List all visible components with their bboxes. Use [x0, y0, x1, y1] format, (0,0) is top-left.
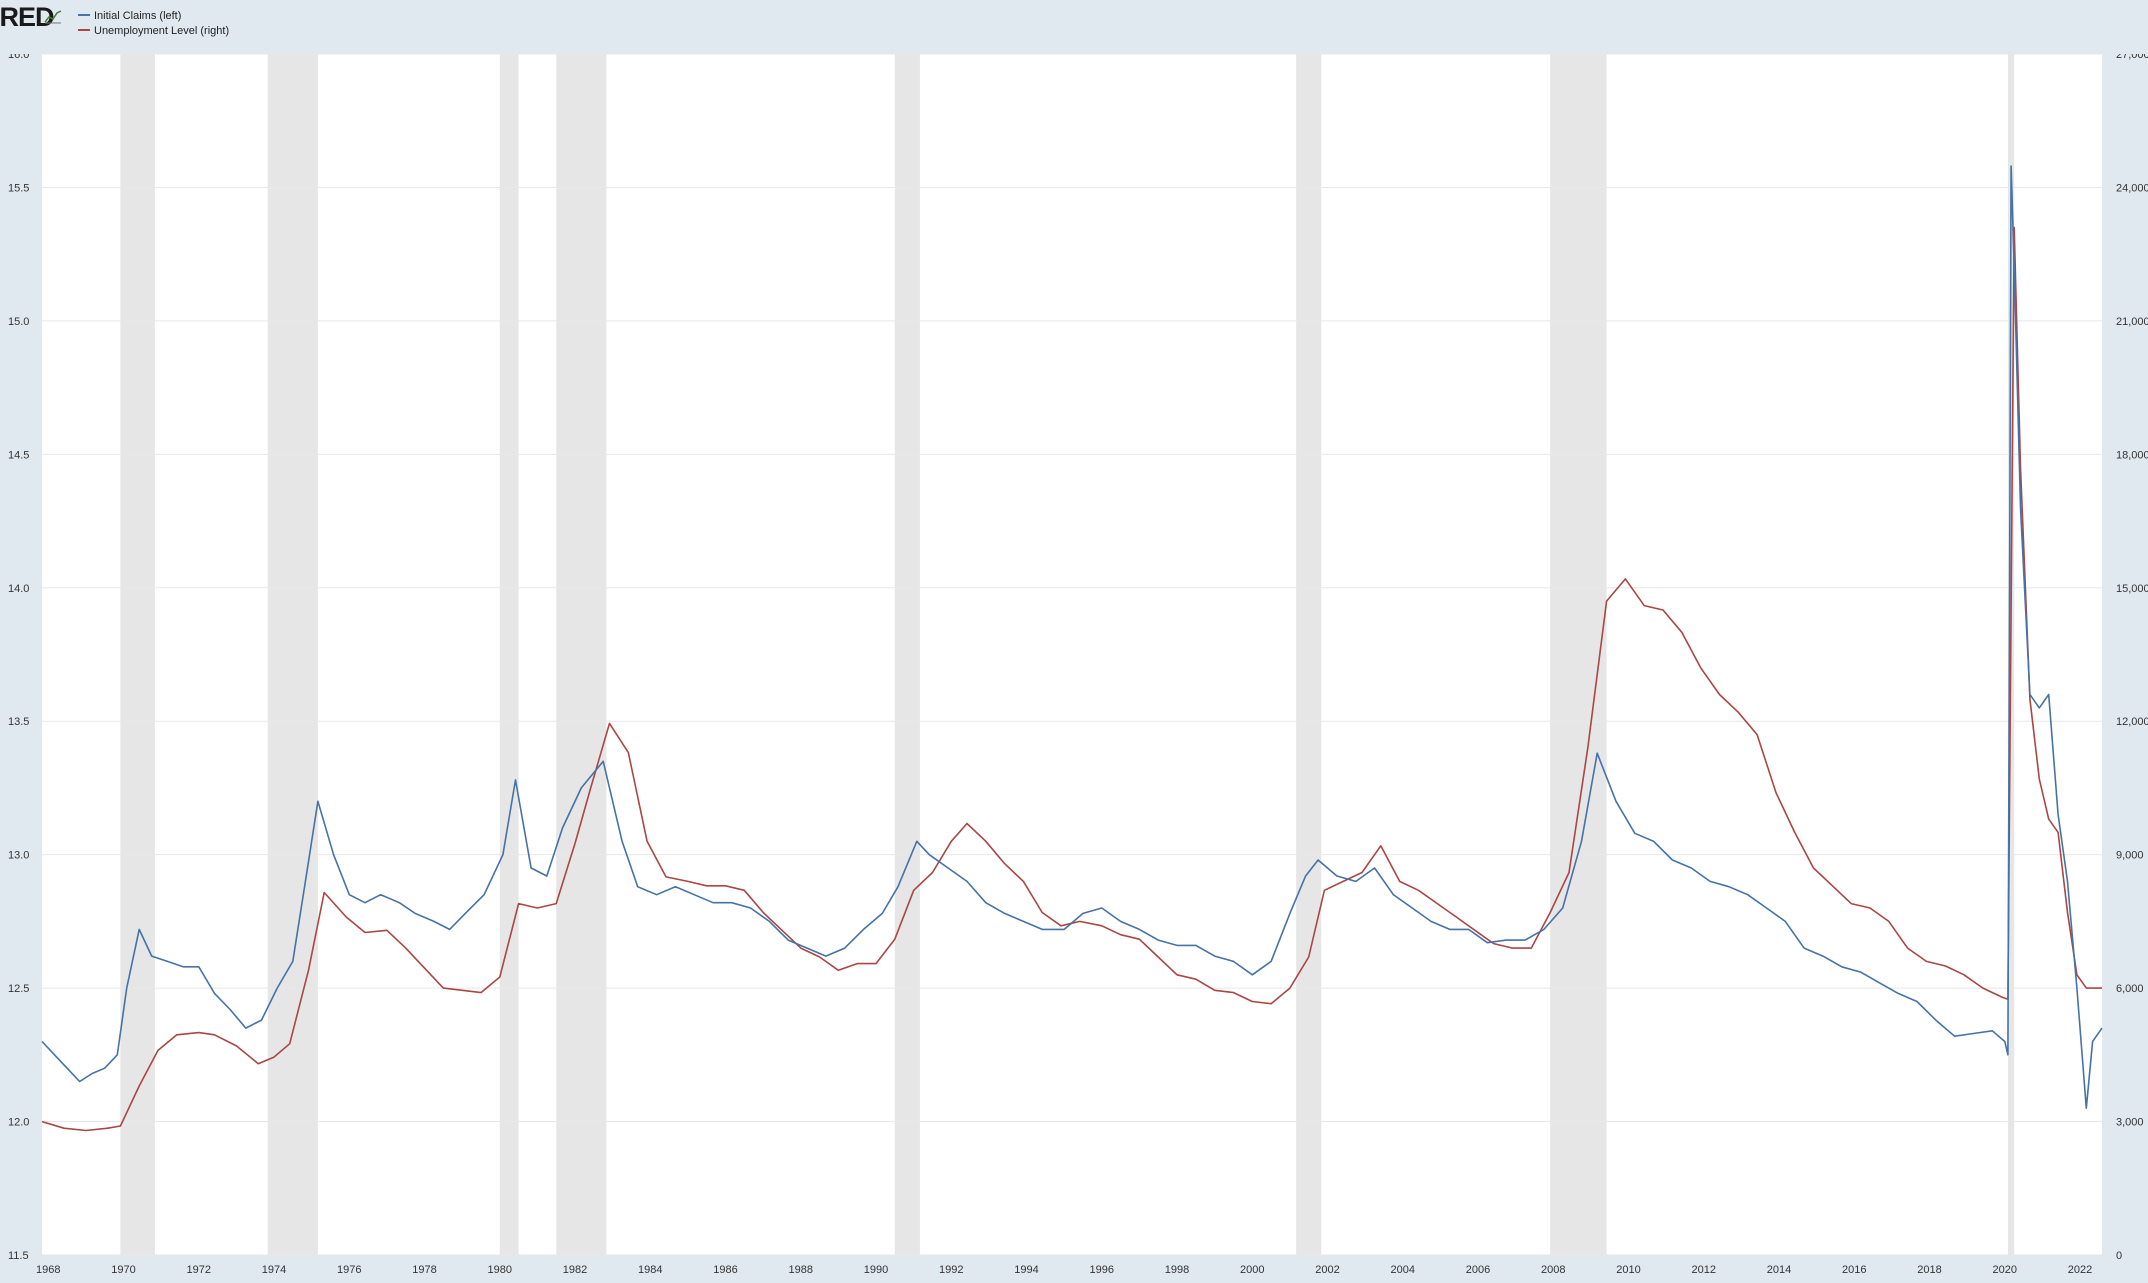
right-y-tick-label: 24,000: [2116, 182, 2148, 194]
x-tick-label: 1980: [488, 1264, 512, 1276]
series-line-initial-claims[interactable]: [41, 165, 2103, 1109]
x-tick-label: 1992: [939, 1264, 963, 1276]
logo-text: FRED: [0, 2, 54, 32]
x-tick-label: 2010: [1616, 1264, 1640, 1276]
x-tick-label: 2006: [1466, 1264, 1490, 1276]
x-tick-label: 1976: [337, 1264, 361, 1276]
recession-band: [499, 54, 519, 1255]
recession-band: [1550, 54, 1607, 1255]
x-tick-label: 2008: [1541, 1264, 1565, 1276]
legend-swatch-unemployment-level: [78, 29, 90, 32]
left-y-axis: 11.5 12.0 12.5 13.0 13.5 14.0 14.5 15.0 15.5 16.0: [8, 54, 29, 1262]
x-axis: 1968 1970 1972 1974 1976 1978 1980 1982 1984 1986…: [36, 1264, 2092, 1276]
x-tick-label: 1972: [187, 1264, 211, 1276]
left-y-tick-label: 15.0: [8, 316, 29, 328]
right-y-tick-label: 6,000: [2116, 983, 2144, 995]
x-tick-label: 2022: [2068, 1264, 2092, 1276]
legend-label-unemployment-level: Unemployment Level (right): [94, 25, 230, 37]
recession-band: [267, 54, 318, 1255]
right-y-tick-label: 27,000: [2116, 54, 2148, 61]
x-tick-label: 2002: [1315, 1264, 1339, 1276]
x-tick-label: 2016: [1842, 1264, 1866, 1276]
right-y-tick-label: 3,000: [2116, 1117, 2144, 1129]
x-tick-label: 2000: [1240, 1264, 1264, 1276]
x-tick-label: 1968: [36, 1264, 60, 1276]
legend-item-unemployment-level[interactable]: Unemployment Level (right): [78, 24, 229, 38]
chart-area: 11.5 12.0 12.5 13.0 13.5 14.0 14.5 15.0 15.5 16.0…: [0, 54, 2148, 1283]
fred-logo[interactable]: FRED: [0, 2, 66, 32]
right-y-tick-label: 9,000: [2116, 850, 2144, 862]
plot-background: [42, 54, 2102, 1255]
legend-swatch-initial-claims: [78, 14, 90, 17]
left-y-tick-label: 13.5: [8, 716, 29, 728]
right-y-axis: 0 3,000 6,000 9,000 12,000 15,000 18,000 21,000…: [2116, 54, 2148, 1262]
right-y-tick-label: 15,000: [2116, 583, 2148, 595]
x-tick-label: 1986: [713, 1264, 737, 1276]
x-tick-label: 1990: [864, 1264, 888, 1276]
x-tick-label: 1974: [262, 1264, 286, 1276]
left-y-tick-label: 14.5: [8, 449, 29, 461]
legend-item-initial-claims[interactable]: Initial Claims (left): [78, 9, 181, 23]
x-tick-label: 1978: [412, 1264, 436, 1276]
x-tick-label: 2004: [1391, 1264, 1415, 1276]
x-tick-label: 2018: [1917, 1264, 1941, 1276]
right-y-tick-label: 12,000: [2116, 716, 2148, 728]
x-tick-label: 1998: [1165, 1264, 1189, 1276]
x-tick-label: 2014: [1767, 1264, 1791, 1276]
right-y-tick-label: 0: [2116, 1250, 2122, 1262]
recession-band: [556, 54, 607, 1255]
x-tick-label: 2012: [1692, 1264, 1716, 1276]
left-y-tick-label: 12.0: [8, 1117, 29, 1129]
right-y-tick-label: 18,000: [2116, 449, 2148, 461]
chart-header: FRED Initial Claims (left) Unemployment …: [0, 0, 2148, 54]
series-lines: [41, 165, 2103, 1132]
x-tick-label: 1982: [563, 1264, 587, 1276]
recession-band: [894, 54, 920, 1255]
left-y-tick-label: 13.0: [8, 850, 29, 862]
x-tick-label: 1996: [1090, 1264, 1114, 1276]
gridlines: [42, 54, 2102, 1256]
recession-bands: [120, 54, 2015, 1255]
dual-axis-line-chart[interactable]: 11.5 12.0 12.5 13.0 13.5 14.0 14.5 15.0 15.5 16.0…: [0, 54, 2148, 1283]
left-y-tick-label: 15.5: [8, 182, 29, 194]
logo-graph-icon: [44, 10, 62, 24]
x-tick-label: 1970: [111, 1264, 135, 1276]
x-tick-label: 2020: [1993, 1264, 2017, 1276]
series-line-unemployment-level[interactable]: [41, 226, 2102, 1132]
x-tick-label: 1988: [789, 1264, 813, 1276]
recession-band: [1296, 54, 1322, 1255]
left-y-tick-label: 14.0: [8, 583, 29, 595]
legend-label-initial-claims: Initial Claims (left): [94, 10, 182, 22]
x-tick-label: 1984: [638, 1264, 662, 1276]
x-tick-label: 1994: [1014, 1264, 1038, 1276]
left-y-tick-label: 16.0: [8, 54, 29, 61]
recession-band: [120, 54, 155, 1255]
left-y-tick-label: 12.5: [8, 983, 29, 995]
left-y-tick-label: 11.5: [8, 1250, 29, 1262]
right-y-tick-label: 21,000: [2116, 316, 2148, 328]
